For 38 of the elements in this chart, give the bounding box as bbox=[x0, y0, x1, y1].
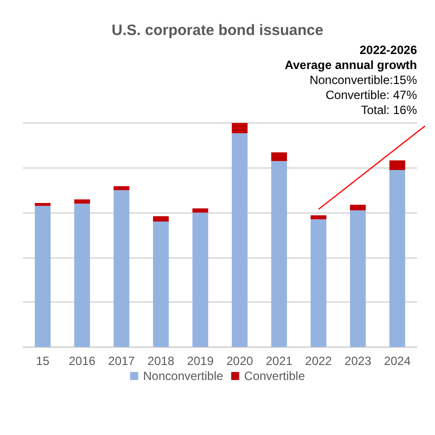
bar bbox=[34, 202, 51, 206]
text: Convertible: 47% bbox=[326, 88, 418, 102]
bar bbox=[232, 133, 248, 347]
x-tick-label: 2018 bbox=[148, 354, 175, 368]
bar bbox=[350, 210, 366, 347]
bar bbox=[389, 170, 406, 347]
bar bbox=[114, 190, 130, 347]
x-tick-label: 2020 bbox=[226, 354, 254, 368]
x-tick-label: 2024 bbox=[384, 354, 411, 368]
bar bbox=[389, 160, 406, 170]
x-tick-label: 2023 bbox=[344, 354, 372, 368]
bar bbox=[74, 204, 90, 347]
bar bbox=[192, 212, 208, 347]
x-tick-label: 2016 bbox=[68, 354, 96, 368]
bar bbox=[34, 206, 51, 347]
bar bbox=[153, 222, 169, 347]
x-tick-label: 2021 bbox=[266, 354, 293, 368]
text: Nonconvertible:15% bbox=[310, 73, 418, 87]
x-tick-label: 2022 bbox=[305, 354, 332, 368]
x-tick-label: 15 bbox=[36, 354, 50, 368]
chart-title: U.S. corporate bond issuance bbox=[112, 22, 324, 39]
bar bbox=[350, 204, 366, 210]
x-tick-label: 2017 bbox=[108, 354, 136, 368]
bar bbox=[310, 215, 326, 220]
bar bbox=[114, 186, 130, 190]
x-tick-label: 2019 bbox=[186, 354, 214, 368]
text: 2022-2026 bbox=[360, 43, 418, 57]
text: Total: 16% bbox=[360, 103, 418, 117]
legend-label: Nonconvertible bbox=[143, 369, 224, 383]
bar bbox=[74, 199, 90, 204]
text: Average annual growth bbox=[284, 58, 417, 72]
legend-label: Convertible bbox=[244, 369, 306, 383]
bar bbox=[153, 216, 169, 222]
bar bbox=[271, 161, 287, 347]
bar bbox=[310, 219, 326, 347]
bar bbox=[232, 123, 248, 134]
bar bbox=[192, 208, 208, 213]
bar bbox=[271, 152, 287, 162]
